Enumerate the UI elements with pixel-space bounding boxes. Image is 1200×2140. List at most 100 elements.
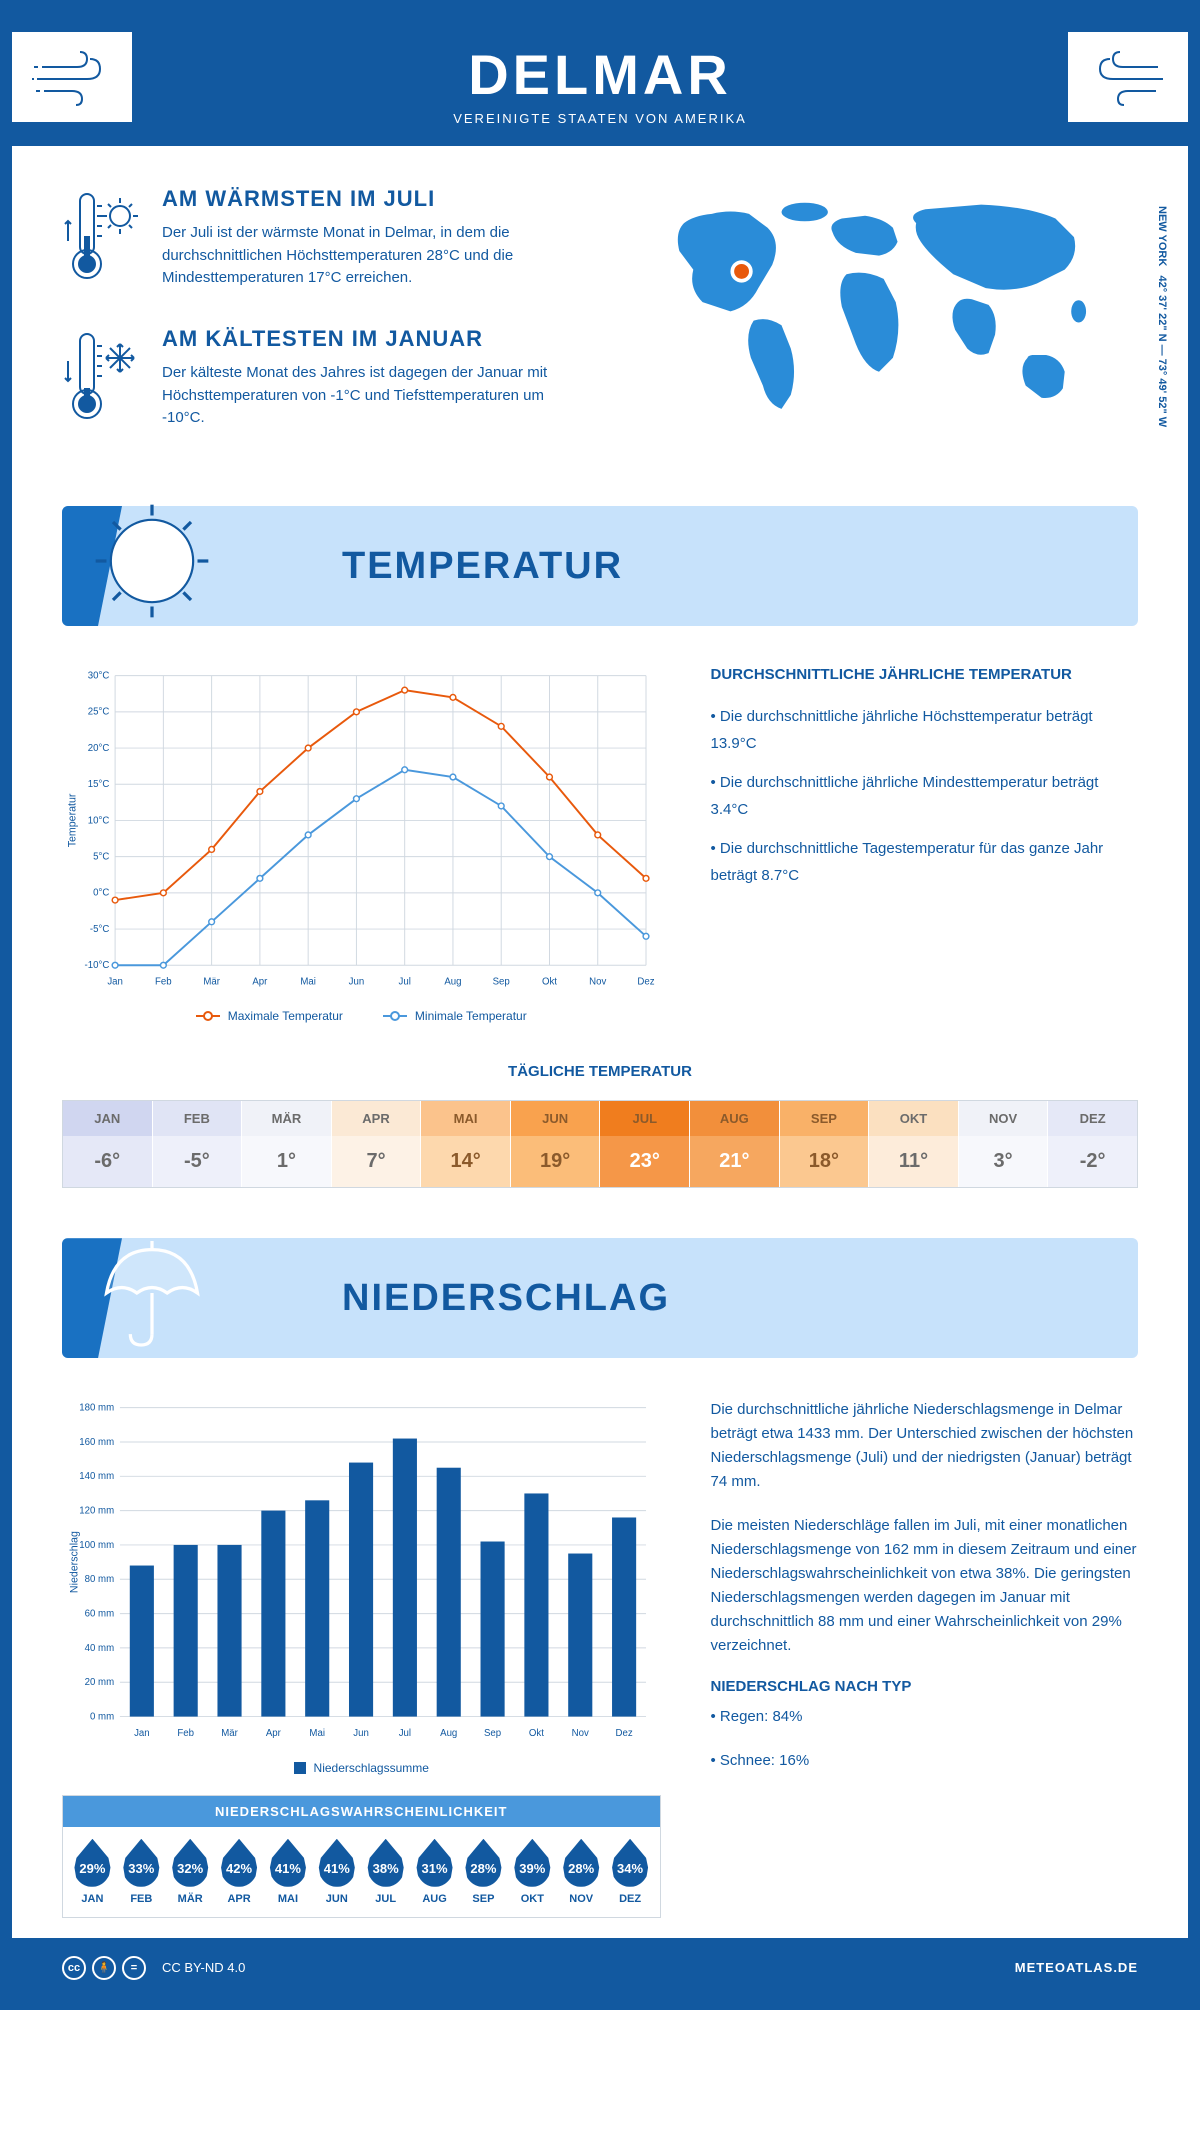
precip-type-heading: NIEDERSCHLAG NACH TYP <box>711 1678 1139 1695</box>
temp-cell-value: 11° <box>869 1136 958 1187</box>
intro-section: AM WÄRMSTEN IM JULI Der Juli ist der wär… <box>12 146 1188 496</box>
cc-icon: cc <box>62 1956 86 1980</box>
svg-text:80 mm: 80 mm <box>85 1574 114 1585</box>
svg-text:Dez: Dez <box>637 977 654 988</box>
svg-text:Jun: Jun <box>353 1728 369 1739</box>
prob-month: APR <box>216 1893 263 1905</box>
svg-text:140 mm: 140 mm <box>79 1471 114 1482</box>
droplet-icon: 31% <box>415 1839 455 1887</box>
precip-type-1: • Schnee: 16% <box>711 1749 1139 1773</box>
prob-cell: 31% AUG <box>411 1839 458 1905</box>
droplet-icon: 39% <box>512 1839 552 1887</box>
prob-month: JUN <box>313 1893 360 1905</box>
temp-cell: DEZ -2° <box>1048 1101 1137 1187</box>
temperature-info: DURCHSCHNITTLICHE JÄHRLICHE TEMPERATUR •… <box>711 666 1139 1023</box>
svg-text:120 mm: 120 mm <box>79 1506 114 1517</box>
svg-text:Temperatur: Temperatur <box>67 793 79 847</box>
svg-text:Feb: Feb <box>155 977 172 988</box>
prob-month: JAN <box>69 1893 116 1905</box>
svg-text:100 mm: 100 mm <box>79 1540 114 1551</box>
world-map-wrap: NEW YORK 42° 37' 22" N — 73° 49' 52" W <box>620 186 1138 466</box>
svg-text:Feb: Feb <box>177 1728 194 1739</box>
prob-month: SEP <box>460 1893 507 1905</box>
infographic-page: DELMAR VEREINIGTE STAATEN VON AMERIKA <box>0 0 1200 2010</box>
city-title: DELMAR <box>62 42 1138 107</box>
wind-icon <box>32 47 112 107</box>
svg-text:Jun: Jun <box>349 977 365 988</box>
temp-cell-value: -6° <box>63 1136 152 1187</box>
temp-cell-value: 23° <box>600 1136 689 1187</box>
temp-cell-value: 7° <box>332 1136 421 1187</box>
temp-cell: JAN -6° <box>63 1101 153 1187</box>
warm-text: Der Juli ist der wärmste Monat in Delmar… <box>162 222 580 290</box>
precip-p2: Die meisten Niederschläge fallen im Juli… <box>711 1514 1139 1658</box>
temperature-section: -10°C-5°C0°C5°C10°C15°C20°C25°C30°CJanFe… <box>12 626 1188 1043</box>
prob-month: AUG <box>411 1893 458 1905</box>
coords-region: NEW YORK <box>1156 206 1168 266</box>
temp-cell-month: JUN <box>511 1101 600 1136</box>
footer: cc 🧍 = CC BY-ND 4.0 METEOATLAS.DE <box>12 1938 1188 1998</box>
temp-cell: NOV 3° <box>959 1101 1049 1187</box>
legend-precip-label: Niederschlagssumme <box>314 1761 429 1775</box>
cold-fact: AM KÄLTESTEN IM JANUAR Der kälteste Mona… <box>62 326 580 431</box>
svg-text:Sep: Sep <box>484 1728 501 1739</box>
svg-text:Mär: Mär <box>203 977 220 988</box>
temp-cell-month: JAN <box>63 1101 152 1136</box>
temp-bullet-0: • Die durchschnittliche jährliche Höchst… <box>711 703 1139 757</box>
license-block: cc 🧍 = CC BY-ND 4.0 <box>62 1956 245 1980</box>
prob-month: MÄR <box>167 1893 214 1905</box>
cold-text: Der kälteste Monat des Jahres ist dagege… <box>162 362 580 430</box>
precipitation-heading: NIEDERSCHLAG <box>342 1277 670 1320</box>
nd-icon: = <box>122 1956 146 1980</box>
warm-fact: AM WÄRMSTEN IM JULI Der Juli ist der wär… <box>62 186 580 291</box>
legend-swatch-max <box>196 1015 220 1017</box>
prob-cell: 41% MAI <box>265 1839 312 1905</box>
wind-icon-right <box>1068 32 1188 122</box>
legend-min-label: Minimale Temperatur <box>415 1009 527 1023</box>
droplet-icon: 41% <box>268 1839 308 1887</box>
prob-month: NOV <box>558 1893 605 1905</box>
droplet-icon: 42% <box>219 1839 259 1887</box>
temp-cell: FEB -5° <box>153 1101 243 1187</box>
prob-cell: 38% JUL <box>362 1839 409 1905</box>
prob-month: DEZ <box>607 1893 654 1905</box>
svg-text:15°C: 15°C <box>88 779 110 790</box>
svg-text:Mai: Mai <box>300 977 316 988</box>
droplet-icon: 41% <box>317 1839 357 1887</box>
sun-icon <box>87 496 217 626</box>
legend-swatch-precip <box>294 1762 306 1774</box>
precipitation-left: 0 mm20 mm40 mm60 mm80 mm100 mm120 mm140 … <box>62 1398 661 1918</box>
intro-facts: AM WÄRMSTEN IM JULI Der Juli ist der wär… <box>62 186 580 466</box>
prob-month: OKT <box>509 1893 556 1905</box>
cold-title: AM KÄLTESTEN IM JANUAR <box>162 326 580 352</box>
temp-cell-month: FEB <box>153 1101 242 1136</box>
svg-text:Nov: Nov <box>589 977 606 988</box>
temp-cell-value: 21° <box>690 1136 779 1187</box>
droplet-icon: 34% <box>610 1839 650 1887</box>
daily-temp-strip: JAN -6° FEB -5° MÄR 1° APR 7° MAI 14° JU… <box>62 1100 1138 1188</box>
legend-max: Maximale Temperatur <box>196 1009 343 1023</box>
daily-temperature: TÄGLICHE TEMPERATUR JAN -6° FEB -5° MÄR … <box>12 1043 1188 1228</box>
prob-cell: 28% NOV <box>558 1839 605 1905</box>
precipitation-text: Die durchschnittliche jährliche Niedersc… <box>711 1398 1139 1918</box>
footer-brand: METEOATLAS.DE <box>1015 1960 1138 1975</box>
temp-cell-value: 18° <box>780 1136 869 1187</box>
svg-text:0 mm: 0 mm <box>90 1712 114 1723</box>
svg-text:Okt: Okt <box>529 1728 544 1739</box>
prob-cell: 32% MÄR <box>167 1839 214 1905</box>
svg-text:40 mm: 40 mm <box>85 1643 114 1654</box>
svg-text:Apr: Apr <box>252 977 268 988</box>
country-subtitle: VEREINIGTE STAATEN VON AMERIKA <box>62 111 1138 126</box>
warm-title: AM WÄRMSTEN IM JULI <box>162 186 580 212</box>
wind-icon <box>1088 47 1168 107</box>
svg-text:Jan: Jan <box>134 1728 150 1739</box>
prob-strip: 29% JAN 33% FEB 32% MÄR 42% APR 41% MAI … <box>63 1827 660 1917</box>
temp-bullet-2: • Die durchschnittliche Tagestemperatur … <box>711 835 1139 889</box>
coords-text: 42° 37' 22" N — 73° 49' 52" W <box>1156 275 1168 427</box>
droplet-icon: 32% <box>170 1839 210 1887</box>
svg-text:60 mm: 60 mm <box>85 1609 114 1620</box>
svg-text:Okt: Okt <box>542 977 557 988</box>
temp-cell-month: OKT <box>869 1101 958 1136</box>
by-icon: 🧍 <box>92 1956 116 1980</box>
prob-cell: 41% JUN <box>313 1839 360 1905</box>
